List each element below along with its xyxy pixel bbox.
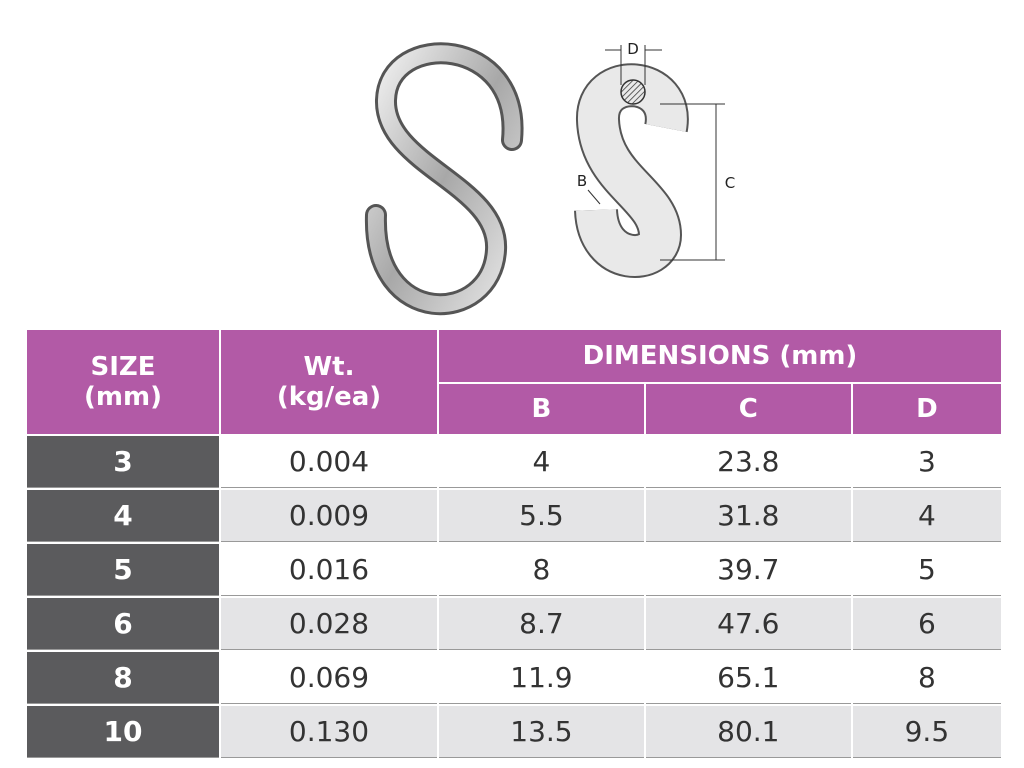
value-cell: 23.8 — [645, 436, 851, 488]
header-line: (kg/ea) — [276, 382, 382, 412]
value-cell: 0.028 — [221, 598, 437, 650]
hook-photo — [364, 42, 524, 316]
row: 5 0.016 8 39.7 5 — [27, 544, 1001, 596]
value-cell: 65.1 — [645, 652, 851, 704]
header-dimensions: DIMENSIONS (mm) — [439, 330, 1001, 382]
value-cell: 0.016 — [221, 544, 437, 596]
value-cell: 4 — [439, 436, 644, 488]
size-cell: 8 — [27, 652, 219, 704]
subheader: C — [645, 384, 851, 434]
value-cell: 0.069 — [221, 652, 437, 704]
value-cell: 39.7 — [645, 544, 851, 596]
header-weight: Wt. (kg/ea) — [221, 330, 437, 434]
value-cell: 8.7 — [439, 598, 644, 650]
value-cell: 3 — [852, 436, 1001, 488]
size-cell: 4 — [27, 490, 219, 542]
row: 6 0.028 8.7 47.6 6 — [27, 598, 1001, 650]
value-cell: 5 — [852, 544, 1001, 596]
value-cell: 0.130 — [221, 706, 437, 758]
row: 8 0.069 11.9 65.1 8 — [27, 652, 1001, 704]
row: 10 0.130 13.5 80.1 9.5 — [27, 706, 1001, 758]
value-cell: 0.009 — [221, 490, 437, 542]
value-cell: 13.5 — [439, 706, 644, 758]
value-cell: 6 — [852, 598, 1001, 650]
value-cell: 80.1 — [645, 706, 851, 758]
subheader: B — [439, 384, 644, 434]
value-cell: 11.9 — [439, 652, 644, 704]
value-cell: 47.6 — [645, 598, 851, 650]
size-cell: 6 — [27, 598, 219, 650]
hook-diagram — [574, 45, 725, 278]
subheader: D — [852, 384, 1001, 434]
header-line: Wt. — [303, 352, 355, 382]
row: 4 0.009 5.5 31.8 4 — [27, 490, 1001, 542]
value-cell: 0.004 — [221, 436, 437, 488]
value-cell: 5.5 — [439, 490, 644, 542]
value-cell: 9.5 — [852, 706, 1001, 758]
label-c: C — [725, 174, 735, 192]
size-cell: 5 — [27, 544, 219, 596]
header-line: (mm) — [84, 382, 162, 412]
header-size: SIZE (mm) — [27, 330, 219, 434]
product-images: D B C — [364, 40, 735, 316]
value-cell: 8 — [852, 652, 1001, 704]
label-b: B — [577, 172, 587, 190]
value-cell: 4 — [852, 490, 1001, 542]
header-line: SIZE — [90, 352, 156, 382]
size-cell: 10 — [27, 706, 219, 758]
row: 3 0.004 4 23.8 3 — [27, 436, 1001, 488]
value-cell: 31.8 — [645, 490, 851, 542]
label-d: D — [627, 40, 639, 58]
value-cell: 8 — [439, 544, 644, 596]
size-cell: 3 — [27, 436, 219, 488]
